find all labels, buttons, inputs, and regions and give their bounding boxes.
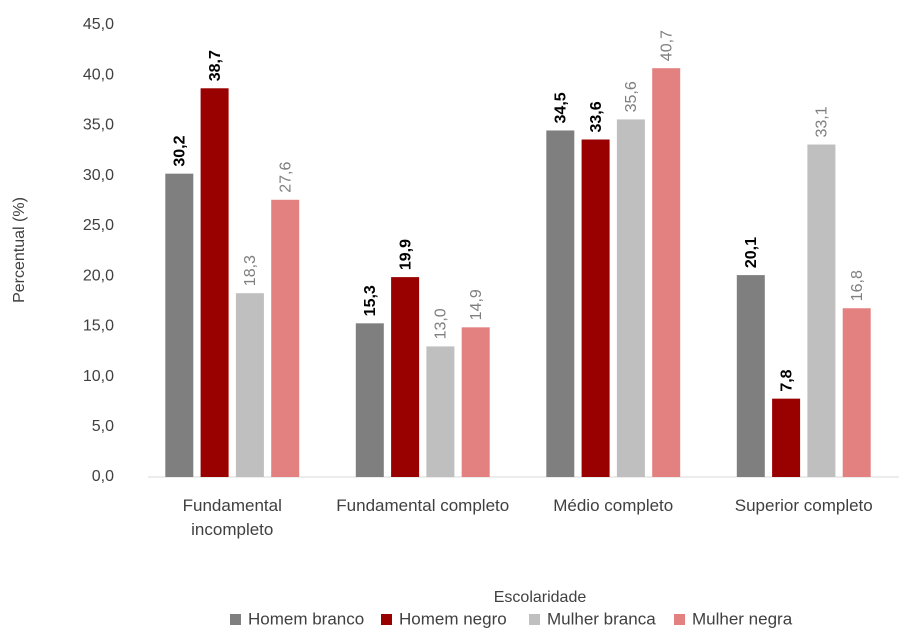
data-label: 33,6	[588, 101, 605, 132]
y-tick-label: 0,0	[92, 468, 114, 485]
data-label: 14,9	[468, 289, 485, 320]
x-tick-label: Superior completo	[734, 496, 873, 515]
y-tick-label: 5,0	[92, 418, 114, 435]
data-label: 7,8	[778, 369, 795, 391]
bar	[581, 139, 610, 478]
y-tick-label: 30,0	[83, 167, 114, 184]
bar	[165, 173, 194, 477]
y-tick-label: 25,0	[83, 217, 114, 234]
legend-swatch	[674, 614, 685, 625]
data-label: 30,2	[172, 135, 189, 166]
x-tick-label: Fundamental incompleto	[182, 496, 282, 539]
x-axis-label: Escolaridade	[494, 589, 587, 606]
bar	[772, 398, 801, 477]
data-label: 18,3	[242, 255, 259, 286]
data-label: 19,9	[397, 239, 414, 270]
data-label: 27,6	[277, 162, 294, 193]
bar	[271, 199, 300, 478]
y-tick-label: 10,0	[83, 368, 114, 385]
bar	[426, 346, 455, 477]
bar	[391, 277, 420, 477]
data-label: 35,6	[623, 81, 640, 112]
y-tick-label: 20,0	[83, 267, 114, 284]
legend-swatch	[529, 614, 540, 625]
data-label: 33,1	[814, 106, 831, 137]
data-label: 38,7	[207, 50, 224, 81]
legend-swatch	[230, 614, 241, 625]
y-tick-label: 15,0	[83, 318, 114, 335]
y-tick-label: 35,0	[83, 117, 114, 134]
bar	[842, 308, 871, 477]
data-label: 40,7	[658, 30, 675, 61]
bar	[355, 323, 384, 477]
data-label: 34,5	[553, 92, 570, 123]
bar	[200, 88, 229, 477]
bar	[736, 275, 765, 477]
bar	[807, 144, 836, 478]
y-tick-label: 40,0	[83, 66, 114, 83]
x-tick-label: Médio completo	[553, 496, 674, 515]
y-axis-label: Percentual (%)	[11, 197, 28, 303]
data-label: 20,1	[743, 237, 760, 268]
legend-label: Homem branco	[248, 609, 364, 628]
x-tick-label: Fundamental completo	[336, 496, 510, 515]
legend-label: Mulher negra	[692, 609, 793, 628]
data-label: 15,3	[362, 285, 379, 316]
bar	[652, 68, 681, 478]
legend-label: Mulher branca	[547, 609, 656, 628]
legend-label: Homem negro	[399, 609, 507, 628]
bar	[546, 130, 575, 477]
y-tick-label: 45,0	[83, 16, 114, 33]
bar	[616, 119, 645, 477]
bar	[235, 293, 264, 477]
bar	[461, 327, 490, 477]
data-label: 16,8	[849, 270, 866, 301]
legend-swatch	[381, 614, 392, 625]
data-label: 13,0	[433, 308, 450, 339]
